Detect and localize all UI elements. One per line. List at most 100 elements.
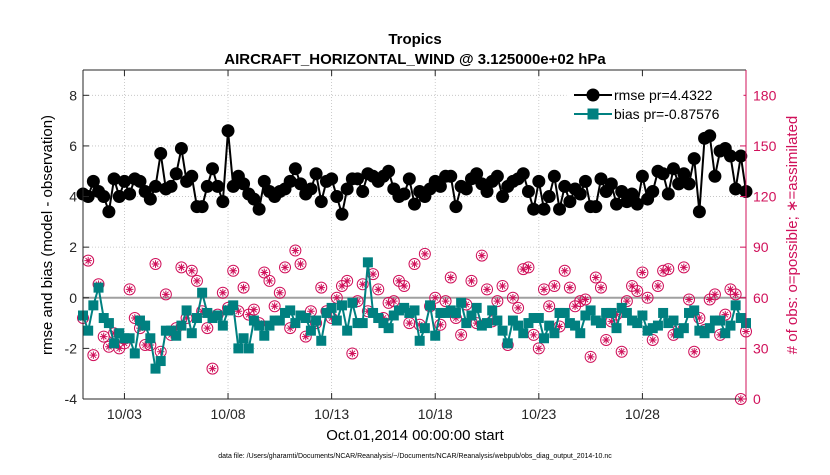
y-tick-label: -2 — [65, 340, 78, 356]
obs-assimilated-marker — [229, 266, 238, 275]
bias-point — [440, 307, 451, 318]
obs-possible-marker — [465, 274, 478, 287]
rmse-point — [547, 169, 561, 183]
rmse-point — [444, 169, 458, 183]
bias-point — [549, 328, 560, 339]
bias-point — [735, 313, 746, 324]
rmse-point — [288, 162, 302, 176]
rmse-point — [449, 200, 463, 214]
obs-assimilated-marker — [576, 297, 585, 305]
rmse-point — [542, 190, 556, 204]
rmse-point — [490, 169, 504, 183]
rmse-point — [661, 187, 675, 201]
obs-assimilated-marker — [452, 314, 460, 322]
bias-point — [342, 325, 353, 336]
obs-assimilated-marker — [431, 293, 440, 302]
obs-possible-marker — [600, 333, 613, 346]
obs-assimilated-marker — [286, 324, 294, 332]
obs-possible-marker — [87, 349, 100, 362]
bias-point — [523, 318, 534, 329]
rmse-point — [169, 167, 183, 181]
rmse-point — [521, 184, 535, 198]
bias-point — [668, 315, 679, 326]
footnote: data file: /Users/gharamti/Documents/NCA… — [218, 453, 612, 460]
bias-point — [471, 302, 482, 313]
bias-point — [98, 313, 109, 324]
rmse-point — [563, 195, 577, 209]
obs-assimilated-marker — [436, 320, 445, 329]
obs-possible-marker — [434, 318, 447, 331]
y-tick-label: 0 — [69, 290, 77, 306]
rmse-point — [252, 202, 266, 216]
obs-assimilated-marker — [659, 266, 667, 275]
rmse-point — [692, 205, 706, 219]
bias-point — [425, 300, 436, 311]
rmse-point — [402, 172, 416, 186]
rmse-point — [496, 190, 510, 204]
obs-assimilated-marker — [125, 285, 134, 294]
bias-point — [456, 297, 467, 308]
obs-assimilated-marker — [348, 349, 357, 358]
obs-assimilated-marker — [519, 265, 528, 273]
obs-assimilated-marker — [384, 299, 393, 307]
rmse-point — [340, 182, 354, 196]
bias-point — [497, 325, 508, 336]
obs-possible-marker — [299, 330, 312, 343]
obs-assimilated-marker — [130, 314, 139, 322]
bias-point — [134, 315, 145, 326]
obs-possible-marker — [237, 281, 250, 294]
obs-possible-marker — [589, 271, 602, 284]
bias-point — [730, 300, 741, 311]
bias-point — [212, 310, 223, 321]
bias-point — [404, 307, 415, 318]
bias-point — [264, 320, 275, 331]
obs-assimilated-marker — [265, 277, 274, 285]
obs-possible-marker — [185, 264, 198, 277]
rmse-point — [703, 129, 717, 143]
rmse-point — [221, 124, 235, 138]
bias-point — [160, 325, 171, 336]
obs-assimilated-marker — [726, 285, 735, 294]
x-tick-label: 10/13 — [314, 406, 349, 422]
obs-assimilated-marker — [317, 283, 326, 292]
bias-point — [466, 310, 477, 321]
obs-possible-marker — [149, 258, 162, 271]
obs-possible-marker — [284, 322, 297, 335]
rmse-point — [205, 162, 219, 176]
obs-assimilated-marker — [478, 251, 486, 260]
rmse-point — [112, 190, 126, 204]
bias-point — [518, 328, 529, 339]
obs-assimilated-marker — [141, 341, 149, 349]
obs-possible-marker — [688, 345, 701, 358]
rmse-point — [646, 184, 660, 198]
obs-assimilated-marker — [509, 293, 517, 302]
obs-possible-marker — [315, 281, 328, 294]
obs-assimilated-marker — [234, 307, 243, 316]
obs-possible-marker — [491, 295, 504, 308]
rmse-point — [123, 187, 137, 201]
obs-assimilated-marker — [711, 290, 719, 299]
obs-assimilated-marker — [338, 282, 346, 290]
bias-point — [357, 318, 368, 329]
obs-possible-marker — [455, 328, 468, 341]
bias-point — [637, 310, 648, 321]
obs-assimilated-marker — [680, 263, 688, 272]
bias-point — [678, 323, 689, 334]
obs-possible-marker — [651, 279, 664, 292]
chart-title: Tropics — [388, 31, 441, 48]
rmse-point — [330, 190, 344, 204]
obs-assimilated-marker — [333, 293, 341, 302]
bias-point — [709, 315, 720, 326]
y2-axis-label: # of obs: o=possible; ∗=assimilated — [784, 116, 801, 355]
obs-possible-marker — [532, 342, 545, 355]
obs-assimilated-marker — [203, 324, 212, 332]
obs-assimilated-marker — [664, 265, 673, 273]
obs-possible-marker — [289, 244, 302, 257]
obs-assimilated-marker — [591, 273, 600, 282]
bias-point — [601, 307, 612, 318]
obs-assimilated-marker — [219, 288, 227, 297]
obs-assimilated-marker — [369, 270, 377, 278]
rmse-point — [351, 172, 365, 186]
chart-subtitle: AIRCRAFT_HORIZONTAL_WIND @ 3.125000e+02 … — [224, 51, 606, 68]
bias-point — [450, 307, 461, 318]
